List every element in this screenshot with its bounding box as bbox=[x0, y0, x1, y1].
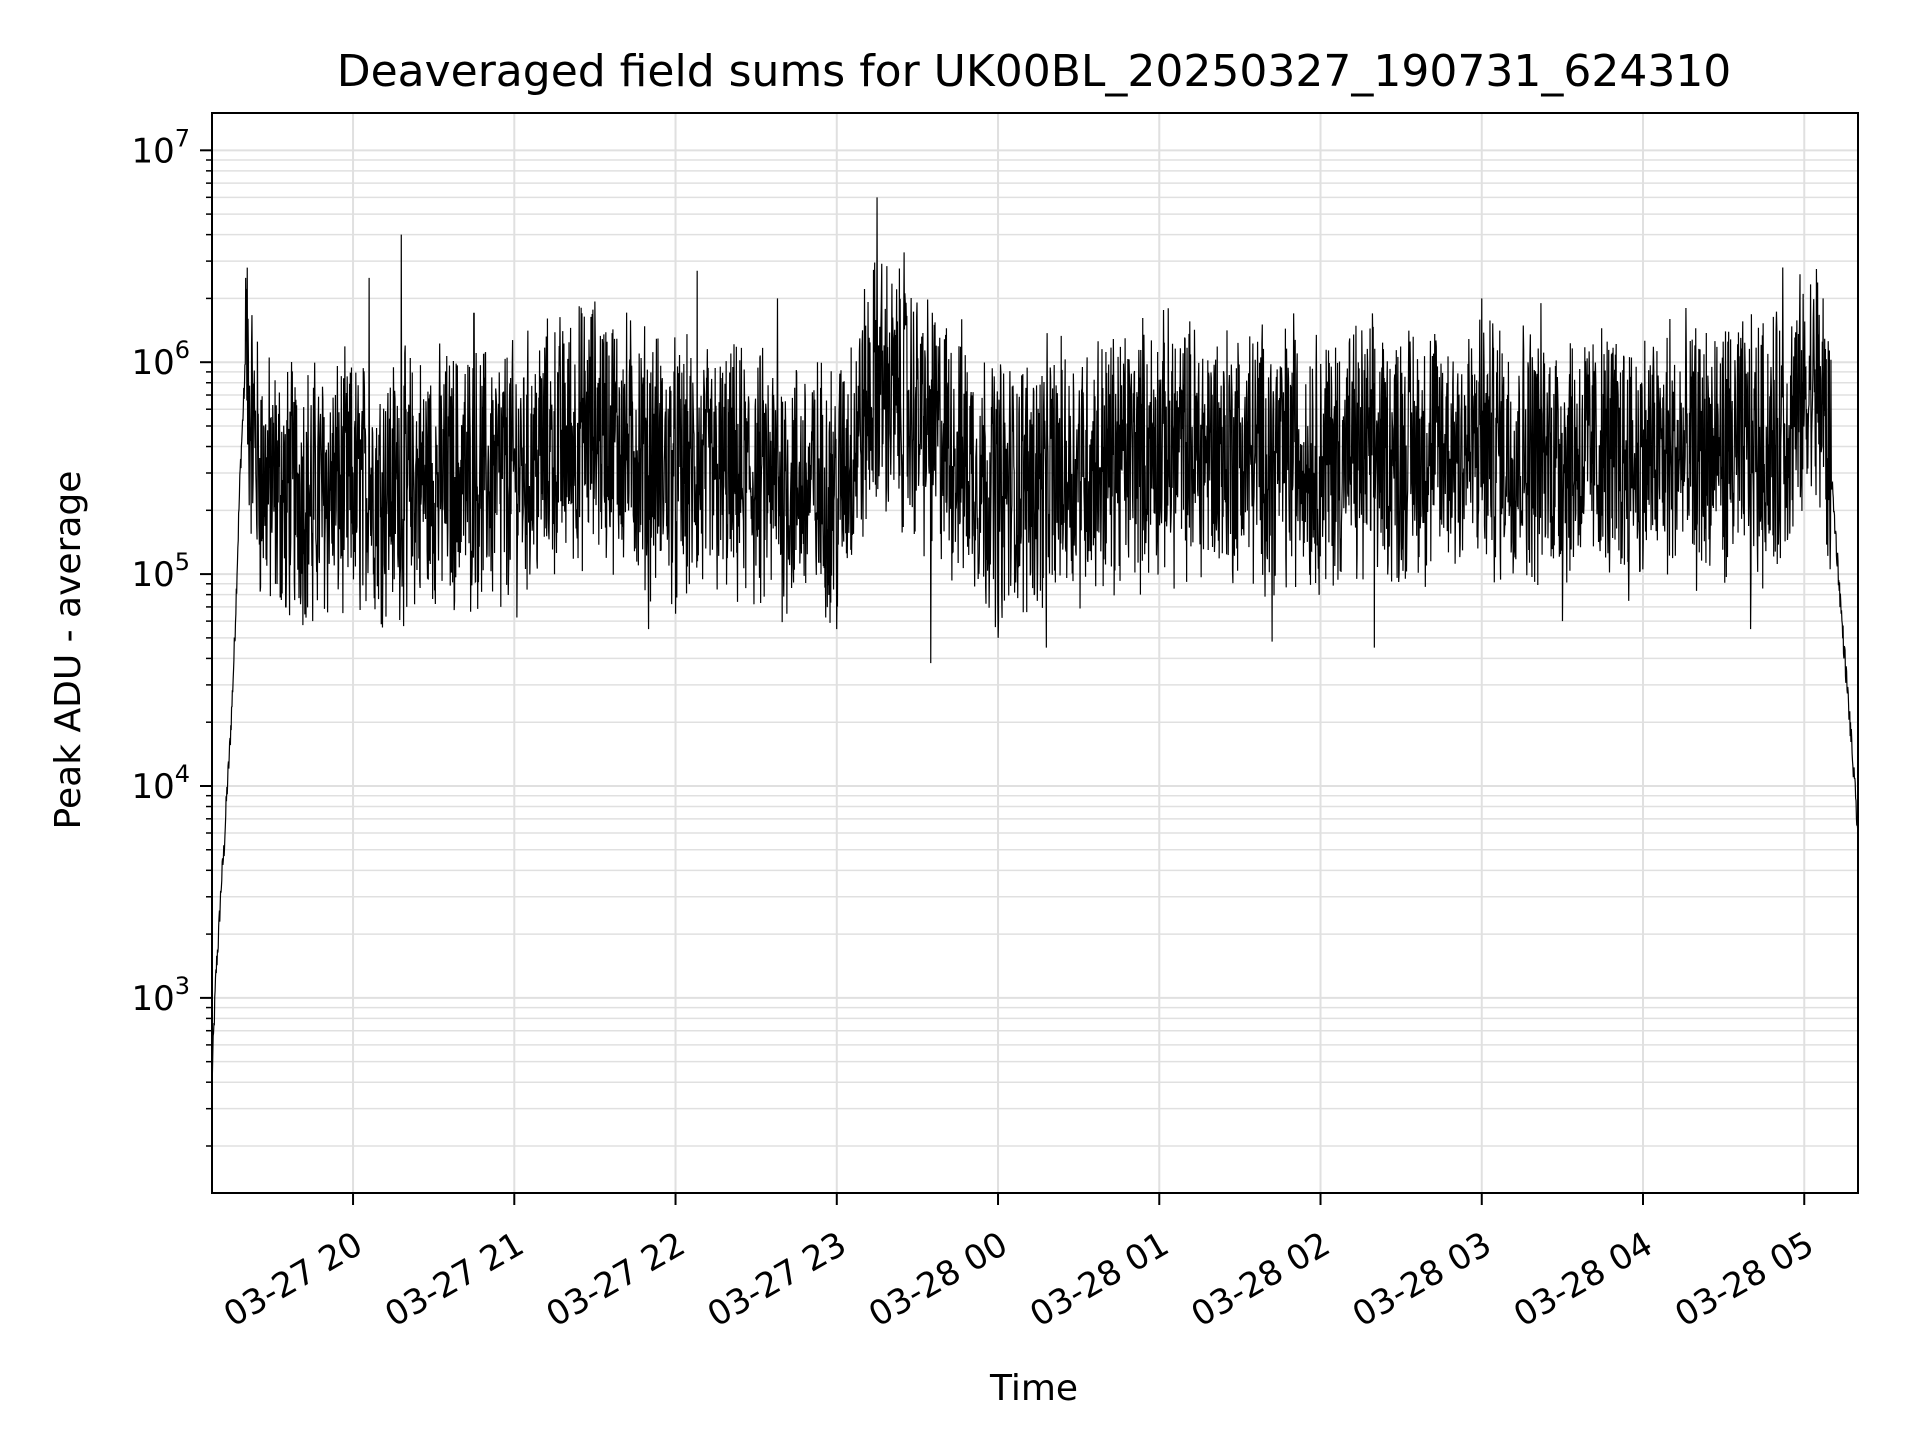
series-line bbox=[211, 197, 1859, 1079]
y-tick-label: 106 bbox=[131, 336, 190, 383]
y-tick-label: 103 bbox=[131, 972, 190, 1019]
series bbox=[211, 197, 1859, 1079]
chart-title: Deaveraged field sums for UK00BL_2025032… bbox=[337, 46, 1732, 97]
y-tick-label: 104 bbox=[131, 760, 190, 807]
y-axis-label: Peak ADU - average bbox=[48, 471, 89, 830]
plot-frame bbox=[211, 112, 1859, 1194]
grid bbox=[212, 113, 1858, 1193]
x-axis-label: Time bbox=[989, 1368, 1078, 1409]
y-tick-label: 107 bbox=[131, 124, 190, 171]
y-tick-label: 105 bbox=[131, 548, 190, 595]
